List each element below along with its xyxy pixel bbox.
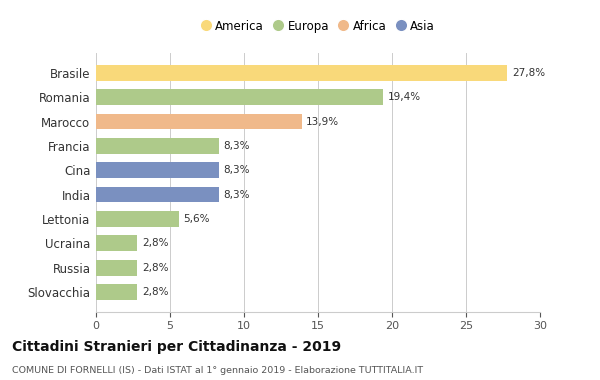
- Bar: [96, 284, 137, 300]
- Text: 5,6%: 5,6%: [184, 214, 210, 224]
- Bar: [96, 187, 219, 203]
- Bar: [96, 65, 508, 81]
- Bar: [96, 235, 137, 251]
- Bar: [96, 211, 179, 227]
- Bar: [96, 260, 137, 276]
- Bar: [96, 89, 383, 105]
- Text: 8,3%: 8,3%: [223, 165, 250, 175]
- Bar: [96, 162, 219, 178]
- Text: 13,9%: 13,9%: [306, 117, 339, 127]
- Text: 2,8%: 2,8%: [142, 287, 169, 297]
- Bar: [96, 138, 219, 154]
- Bar: [96, 114, 302, 130]
- Text: 27,8%: 27,8%: [512, 68, 545, 78]
- Text: COMUNE DI FORNELLI (IS) - Dati ISTAT al 1° gennaio 2019 - Elaborazione TUTTITALI: COMUNE DI FORNELLI (IS) - Dati ISTAT al …: [12, 366, 423, 375]
- Text: 8,3%: 8,3%: [223, 190, 250, 200]
- Legend: America, Europa, Africa, Asia: America, Europa, Africa, Asia: [196, 15, 440, 38]
- Text: 2,8%: 2,8%: [142, 263, 169, 272]
- Text: 8,3%: 8,3%: [223, 141, 250, 151]
- Text: Cittadini Stranieri per Cittadinanza - 2019: Cittadini Stranieri per Cittadinanza - 2…: [12, 340, 341, 355]
- Text: 2,8%: 2,8%: [142, 238, 169, 248]
- Text: 19,4%: 19,4%: [388, 92, 421, 102]
